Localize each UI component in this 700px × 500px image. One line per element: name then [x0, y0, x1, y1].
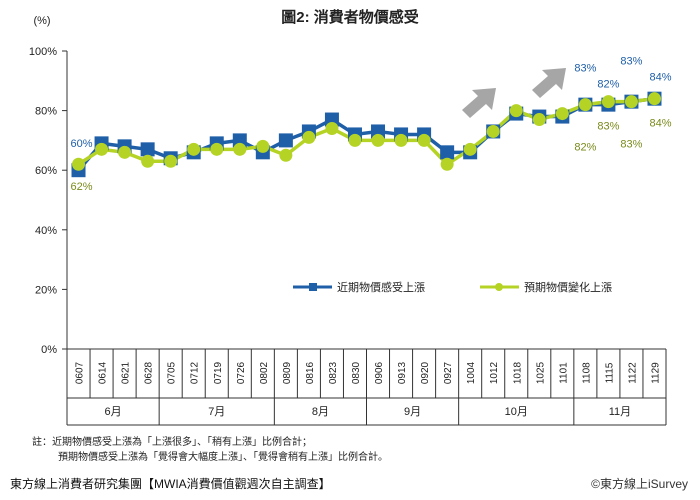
data-point-expected: [647, 92, 661, 106]
data-label: 82%: [574, 142, 596, 154]
x-tick-label: 1025: [535, 361, 546, 384]
data-label: 62%: [71, 181, 93, 193]
month-label: 8月: [312, 406, 329, 418]
legend-label-expected: 預期物價變化上漲: [524, 280, 612, 294]
x-axis-labels: 0607 0614 0621 0628 0705 0712 0719 0726 0802 0809…: [75, 361, 662, 384]
x-tick-label: 0906: [374, 361, 385, 384]
data-label: 83%: [620, 139, 642, 151]
x-tick-label: 0712: [190, 361, 201, 384]
data-label: 83%: [574, 63, 596, 75]
legend-marker-expected: [495, 283, 503, 291]
data-point-expected: [118, 145, 132, 159]
y-tick-label: 20%: [35, 284, 57, 296]
data-point-recent: [140, 142, 155, 157]
data-point-expected: [256, 139, 270, 153]
x-tick-label: 0628: [144, 361, 155, 384]
y-tick-label: 40%: [35, 225, 57, 237]
data-point-expected: [440, 157, 454, 171]
data-point-expected: [463, 142, 477, 156]
data-point-expected: [417, 133, 431, 147]
data-point-expected: [578, 98, 592, 112]
footer-source: 東方線上消費者研究集團【MWIA消費價值觀週次自主調查】: [10, 477, 331, 491]
data-point-expected: [394, 133, 408, 147]
data-point-recent: [278, 133, 293, 148]
x-tick-label: 0614: [98, 361, 109, 384]
month-label: 6月: [105, 406, 122, 418]
data-point-expected: [371, 133, 385, 147]
data-point-recent: [440, 145, 455, 160]
plot-frame: 6月 7月 8月 9月 10月 11月: [66, 348, 667, 426]
x-tick-label: 0816: [305, 361, 316, 384]
trend-arrow-1: [462, 88, 496, 118]
legend-marker-recent: [309, 283, 317, 291]
footnote-1: 註：近期物價感受上漲為「上漲很多」、「稍有上漲」比例合計；: [32, 437, 312, 448]
month-label: 10月: [505, 406, 528, 418]
y-tick-label: 0%: [41, 344, 57, 356]
x-tick-label: 0823: [328, 361, 339, 384]
data-point-expected: [233, 142, 247, 156]
data-label: 83%: [620, 56, 642, 68]
data-point-expected: [302, 130, 316, 144]
x-tick-label: 1018: [512, 361, 523, 384]
data-label: 83%: [597, 121, 619, 133]
month-label: 7月: [208, 406, 225, 418]
chart-title: 圖2: 消費者物價感受: [281, 8, 419, 26]
month-label: 9月: [404, 406, 421, 418]
trend-arrows: [462, 68, 566, 118]
data-point-expected: [210, 142, 224, 156]
x-tick-label: 0920: [420, 361, 431, 384]
y-axis-ticks: 0% 20% 40% 60% 80% 100%: [29, 46, 68, 356]
data-point-expected: [325, 121, 339, 135]
data-label: 84%: [649, 72, 671, 84]
data-label: 84%: [649, 118, 671, 130]
x-tick-label: 0830: [351, 361, 362, 384]
data-labels: 60%62%83%82%83%84%82%83%83%84%: [71, 56, 672, 194]
data-point-expected: [72, 157, 86, 171]
x-tick-label: 1012: [489, 361, 500, 384]
x-tick-label: 0621: [121, 361, 132, 384]
x-tick-label: 1122: [627, 362, 638, 384]
data-point-expected: [141, 154, 155, 168]
data-point-expected: [624, 95, 638, 109]
x-tick-label: 1115: [604, 362, 615, 383]
x-tick-label: 0927: [443, 361, 454, 384]
x-tick-label: 1004: [466, 361, 477, 384]
x-tick-label: 0809: [282, 361, 293, 384]
data-point-expected: [348, 133, 362, 147]
data-label: 60%: [71, 138, 93, 150]
y-tick-label: 80%: [35, 106, 57, 118]
y-unit-label: (%): [33, 15, 50, 27]
chart: 圖2: 消費者物價感受 (%) 0% 20% 40% 60% 80% 100% 6月 7月 8…: [29, 8, 672, 426]
data-point-expected: [187, 142, 201, 156]
x-tick-label: 1129: [650, 362, 661, 384]
x-tick-label: 1108: [581, 362, 592, 384]
series-markers: [71, 91, 662, 178]
data-point-expected: [601, 95, 615, 109]
y-tick-label: 100%: [29, 46, 57, 58]
x-tick-label: 0913: [397, 361, 408, 384]
data-point-expected: [486, 124, 500, 138]
x-tick-label: 0802: [259, 361, 270, 384]
x-tick-label: 0726: [236, 361, 247, 384]
data-point-expected: [532, 113, 546, 127]
legend: 近期物價感受上漲 預期物價變化上漲: [293, 280, 612, 294]
data-label: 82%: [597, 79, 619, 91]
data-point-expected: [555, 107, 569, 121]
footnote-2: 預期物價感受上漲為「覺得會大幅度上漲」、「覺得會稍有上漲」比例合計。: [58, 452, 388, 463]
footer-copyright: ©東方線上iSurvey: [591, 477, 688, 491]
data-point-expected: [164, 154, 178, 168]
x-tick-label: 1101: [558, 362, 569, 384]
trend-arrow-2: [532, 68, 566, 98]
y-tick-label: 60%: [35, 165, 57, 177]
data-point-expected: [95, 142, 109, 156]
month-label: 11月: [609, 406, 631, 418]
legend-label-recent: 近期物價感受上漲: [337, 280, 425, 294]
x-tick-label: 0705: [167, 361, 178, 384]
x-tick-label: 0719: [213, 361, 224, 384]
data-point-expected: [509, 104, 523, 118]
data-point-expected: [279, 148, 293, 162]
x-tick-label: 0607: [75, 361, 86, 384]
